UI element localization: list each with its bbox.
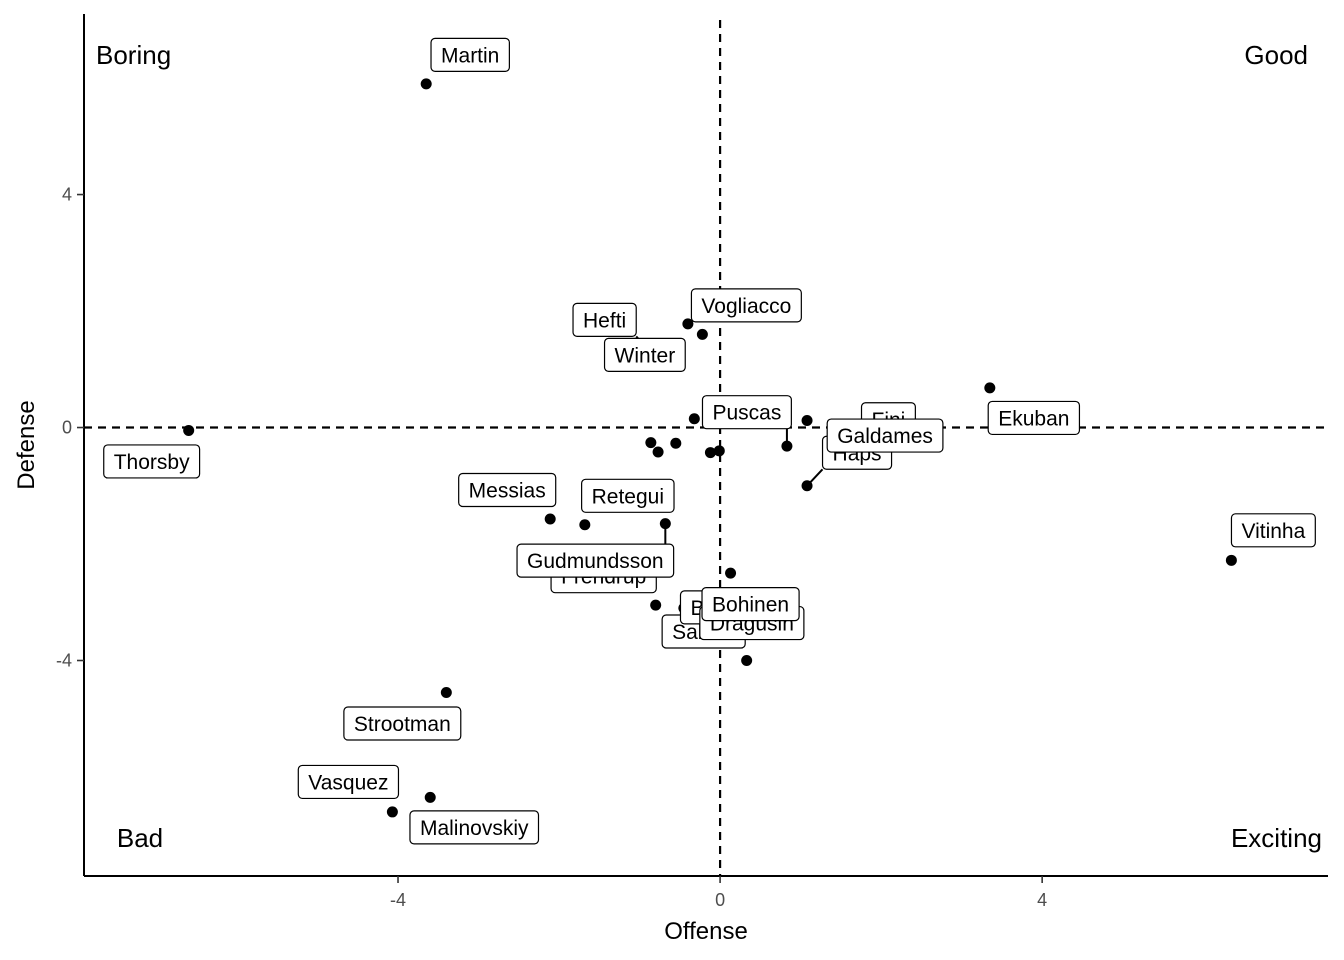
point-label-strootman: Strootman — [343, 706, 462, 741]
point-label-martin: Martin — [430, 37, 510, 72]
point-label-text: Vasquez — [308, 771, 388, 794]
point-label-hefti: Hefti — [572, 302, 637, 337]
point-label-text: Thorsby — [114, 451, 190, 474]
point-label-galdames: Galdames — [826, 418, 944, 453]
data-point-sabelli — [741, 655, 753, 666]
y-tick-label-1: 0 — [62, 418, 72, 438]
point-label-text: Martin — [441, 44, 499, 67]
point-label-box — [516, 543, 675, 578]
data-points — [183, 78, 1237, 818]
data-point-gudmundsson — [659, 518, 671, 530]
data-point-unlabeled-24 — [645, 437, 657, 449]
data-point-retegui — [579, 519, 591, 531]
point-label-box — [581, 478, 675, 513]
data-point-messias — [544, 513, 556, 525]
point-label-text: Puscas — [712, 402, 781, 425]
point-label-malinovskiy: Malinovskiy — [409, 810, 540, 845]
point-label-ekuban: Ekuban — [987, 400, 1081, 436]
point-label-box — [701, 395, 792, 430]
point-label-box — [987, 400, 1081, 436]
data-point-winter — [682, 318, 694, 330]
point-label-box — [458, 472, 557, 508]
point-label-text: Strootman — [354, 713, 451, 736]
point-label-box — [826, 418, 944, 453]
point-label-text: Winter — [615, 344, 676, 367]
y-axis-title: Defense — [13, 400, 40, 489]
point-label-text: Galdames — [837, 425, 933, 448]
point-label-vogliacco: Vogliacco — [690, 288, 802, 323]
data-point-bohinen — [725, 567, 737, 579]
data-point-haps — [801, 480, 813, 492]
data-point-vasquez — [386, 806, 398, 818]
data-point-frendrup — [650, 599, 662, 611]
point-labels: VasquezMalinovskiyStrootmanSabelliBadelj… — [103, 37, 1316, 845]
point-label-text: Messias — [469, 479, 546, 502]
point-label-box — [343, 706, 462, 741]
point-label-box — [572, 302, 637, 337]
quadrant-label-bottom-left: Bad — [117, 823, 163, 853]
quadrant-labels: Boring Good Bad Exciting — [96, 40, 1322, 853]
point-label-text: Gudmundsson — [527, 550, 664, 573]
point-label-box — [603, 337, 686, 372]
data-point-unlabeled-27 — [688, 413, 700, 425]
point-label-text: Bohinen — [712, 594, 789, 617]
quadrant-label-top-right: Good — [1244, 40, 1308, 70]
point-label-text: Vitinha — [1241, 520, 1305, 543]
point-label-text: Vogliacco — [701, 295, 791, 318]
data-point-malinovskiy — [424, 791, 436, 803]
x-axis-title: Offense — [664, 918, 748, 945]
point-label-thorsby: Thorsby — [103, 444, 201, 479]
data-point-puscas — [781, 440, 793, 452]
data-point-unlabeled-26 — [713, 445, 725, 457]
reference-lines — [84, 20, 1328, 876]
data-point-galdames — [801, 415, 813, 427]
point-label-retegui: Retegui — [581, 478, 675, 513]
point-label-vitinha: Vitinha — [1230, 513, 1316, 548]
data-point-vogliacco — [696, 328, 708, 340]
data-point-unlabeled-23 — [670, 437, 682, 449]
data-point-unlabeled-25 — [704, 447, 716, 459]
point-label-bohinen: Bohinen — [701, 587, 800, 622]
point-label-puscas: Puscas — [701, 395, 792, 430]
point-label-box — [1230, 513, 1316, 548]
point-label-box — [430, 37, 510, 72]
data-point-martin — [420, 78, 432, 90]
quadrant-label-bottom-right: Exciting — [1231, 823, 1322, 853]
point-label-box — [701, 587, 800, 622]
data-point-thorsby — [183, 424, 195, 436]
point-label-text: Retegui — [592, 485, 664, 508]
x-tick-label-2: 4 — [1037, 890, 1047, 910]
data-point-vitinha — [1225, 554, 1237, 566]
point-label-text: Malinovskiy — [420, 817, 529, 840]
x-tick-label-0: -4 — [390, 890, 406, 910]
axes: -4 0 4 -4 0 4 — [56, 14, 1328, 910]
x-tick-label-1: 0 — [715, 890, 725, 910]
point-label-gudmundsson: Gudmundsson — [516, 543, 675, 578]
point-label-box — [690, 288, 802, 323]
point-label-text: Hefti — [583, 309, 626, 332]
point-label-vasquez: Vasquez — [297, 764, 400, 800]
point-label-messias: Messias — [458, 472, 557, 508]
point-label-box — [103, 444, 201, 479]
data-point-strootman — [440, 687, 452, 699]
data-point-ekuban — [984, 382, 996, 394]
point-label-box — [409, 810, 540, 845]
data-point-unlabeled-22 — [652, 446, 664, 458]
y-tick-label-0: -4 — [56, 651, 72, 671]
point-label-text: Ekuban — [998, 407, 1069, 430]
point-label-box — [297, 764, 400, 800]
point-label-winter: Winter — [603, 337, 686, 372]
quadrant-label-top-left: Boring — [96, 40, 171, 70]
y-tick-label-2: 4 — [62, 185, 72, 205]
